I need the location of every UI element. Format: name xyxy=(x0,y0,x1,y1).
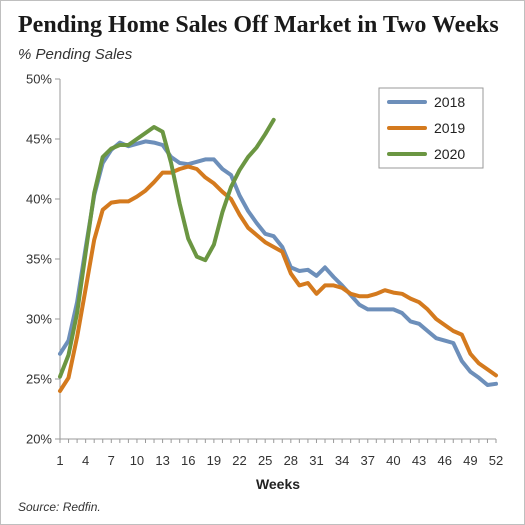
x-tick-label: 31 xyxy=(309,453,323,468)
chart-subtitle: % Pending Sales xyxy=(18,46,133,63)
x-tick-label: 28 xyxy=(284,453,298,468)
axes: 20% 25% 30% 35% 40% 45% 50% 1 4 7 10 13 16 19 22 25 28 31… xyxy=(26,72,503,493)
source-note: Source: Redfin. xyxy=(18,500,101,514)
legend-label-2019: 2019 xyxy=(434,120,465,136)
y-tick-label: 25% xyxy=(26,372,52,387)
x-tick-label: 19 xyxy=(207,453,221,468)
x-axis-title: Weeks xyxy=(256,476,300,492)
legend: 2018 2019 2020 xyxy=(378,87,484,169)
series-lines xyxy=(58,117,498,393)
x-tick-label: 1 xyxy=(56,453,63,468)
x-tick-label: 16 xyxy=(181,453,195,468)
y-tick-label: 20% xyxy=(26,432,52,447)
series-line-2018 xyxy=(58,139,498,387)
x-tick-label: 4 xyxy=(82,453,89,468)
y-tick-label: 45% xyxy=(26,132,52,147)
series-line-2020 xyxy=(58,117,276,379)
chart-title: Pending Home Sales Off Market in Two Wee… xyxy=(18,12,499,38)
legend-label-2018: 2018 xyxy=(434,94,465,110)
x-tick-label: 40 xyxy=(386,453,400,468)
x-tick-label: 22 xyxy=(232,453,246,468)
y-tick-label: 40% xyxy=(26,192,52,207)
x-tick-label: 43 xyxy=(412,453,426,468)
y-tick-label: 50% xyxy=(26,72,52,87)
y-tick-label: 30% xyxy=(26,312,52,327)
series-line-2019 xyxy=(58,164,498,393)
x-tick-label: 7 xyxy=(108,453,115,468)
x-tick-label: 37 xyxy=(361,453,375,468)
x-tick-label: 25 xyxy=(258,453,272,468)
y-tick-label: 35% xyxy=(26,252,52,267)
x-tick-label: 52 xyxy=(489,453,503,468)
x-tick-label: 10 xyxy=(130,453,144,468)
legend-label-2020: 2020 xyxy=(434,146,465,162)
x-tick-label: 13 xyxy=(155,453,169,468)
x-tick-label: 46 xyxy=(437,453,451,468)
x-tick-label: 49 xyxy=(463,453,477,468)
x-tick-label: 34 xyxy=(335,453,349,468)
